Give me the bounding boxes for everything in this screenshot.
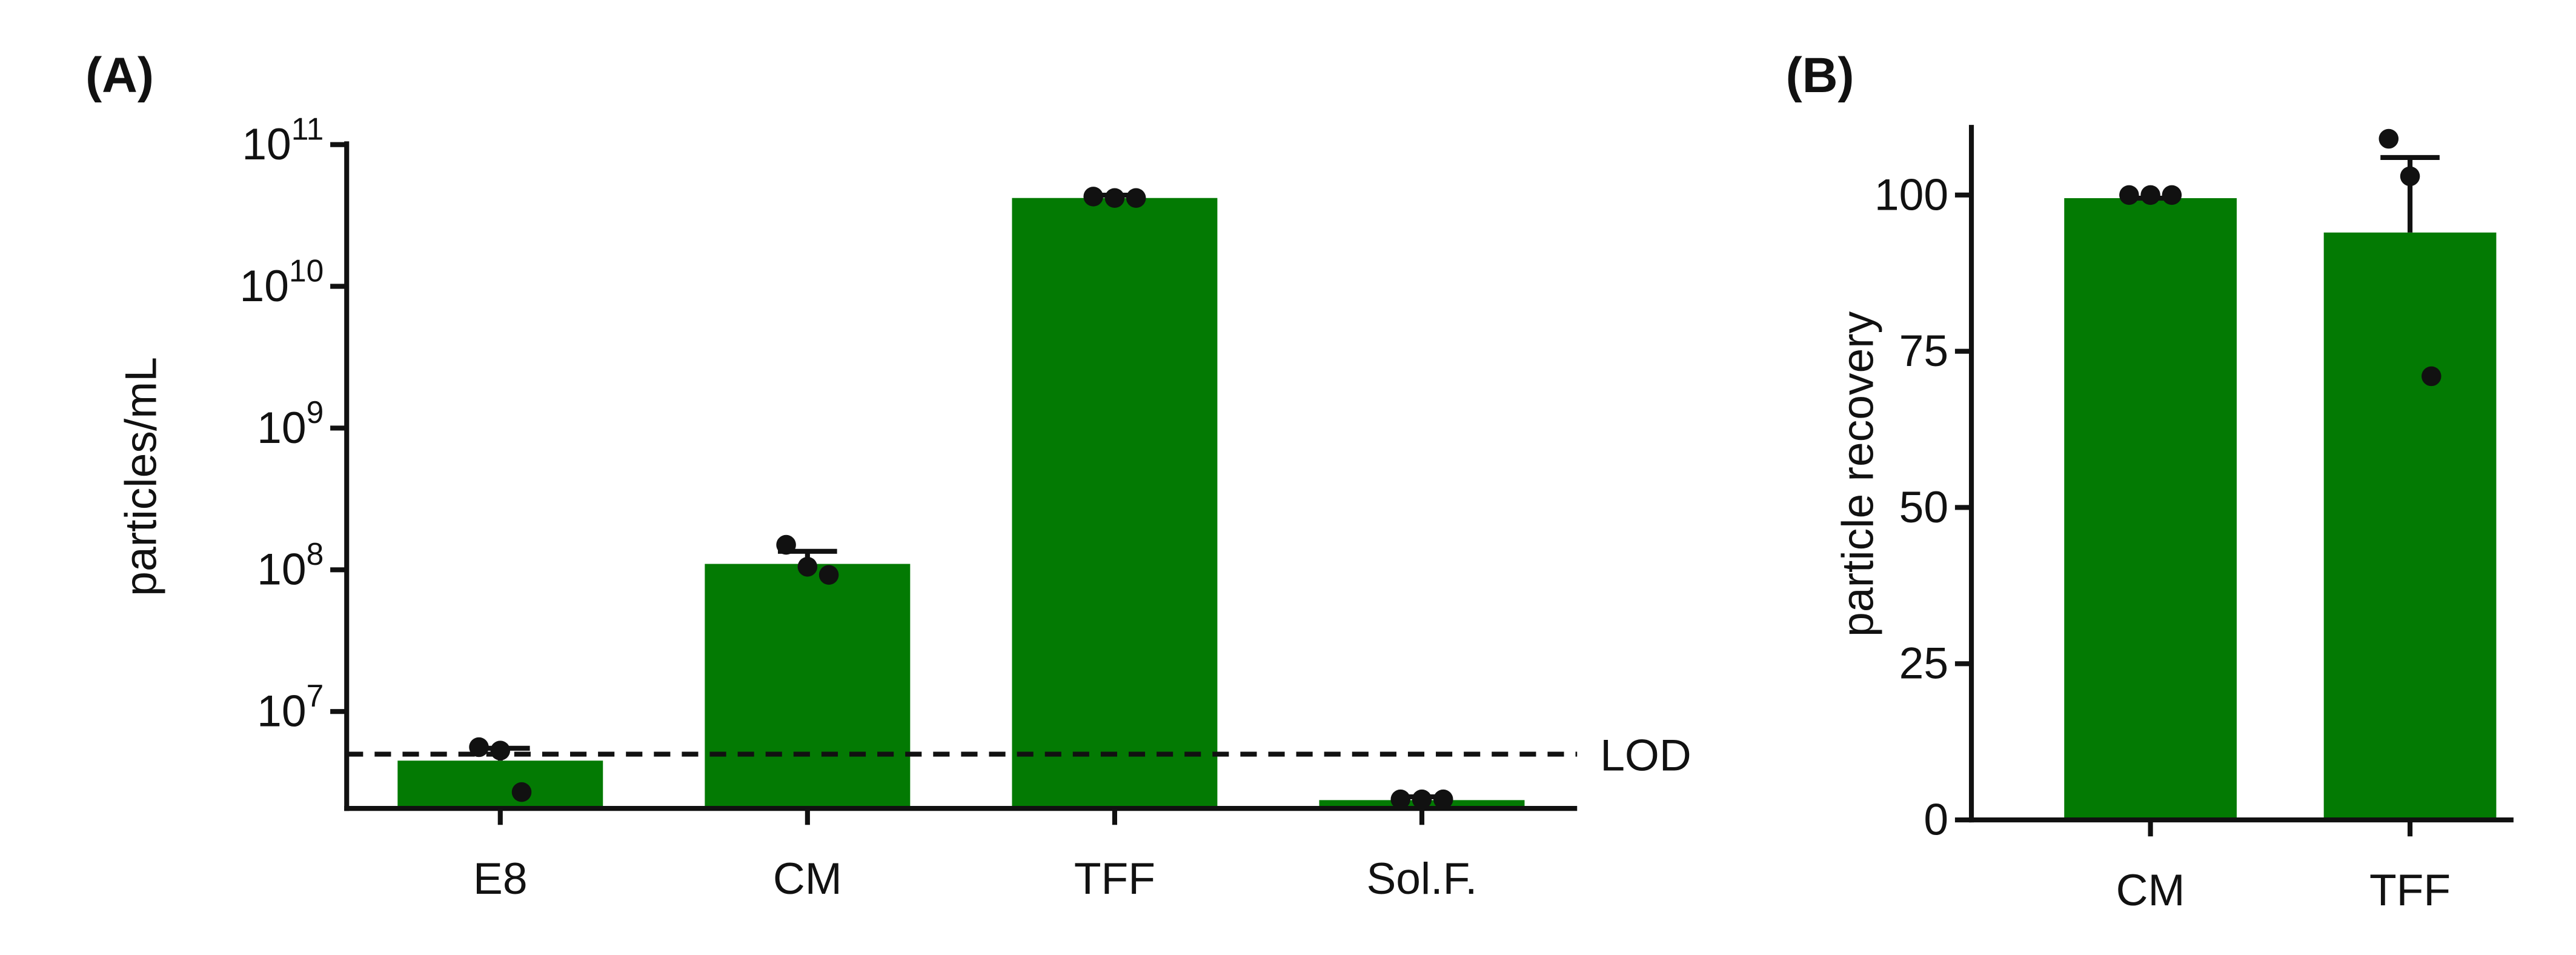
- bar: [1012, 198, 1218, 809]
- y-tick-label: 109: [257, 394, 324, 453]
- y-tick-base: 10: [240, 261, 289, 311]
- x-tick-label: Sol.F.: [1366, 854, 1477, 903]
- data-point: [2119, 185, 2139, 205]
- y-tick-exponent: 11: [291, 111, 324, 146]
- y-tick-exponent: 9: [307, 394, 324, 430]
- y-tick-exponent: 7: [307, 678, 324, 713]
- data-point: [1104, 188, 1125, 208]
- x-tick-label: E8: [473, 854, 528, 903]
- x-tick-label: CM: [2116, 865, 2185, 915]
- x-tick-label: CM: [773, 854, 842, 903]
- y-tick-label: 100: [1874, 170, 1948, 219]
- data-point: [2162, 185, 2182, 205]
- x-tick-label: TFF: [1074, 854, 1155, 903]
- y-axis-label: particles/mL: [116, 357, 166, 596]
- data-point: [797, 557, 818, 577]
- data-point: [1126, 188, 1146, 208]
- y-tick-label: 25: [1899, 639, 1948, 688]
- data-point: [1083, 187, 1103, 207]
- bar: [2323, 232, 2497, 820]
- data-point: [1412, 789, 1432, 810]
- y-tick-label: 1010: [240, 253, 324, 311]
- data-point: [2422, 366, 2442, 387]
- y-axis-label: particle recovery: [1833, 311, 1882, 636]
- panel-label: (A): [85, 48, 154, 103]
- y-tick-label: 50: [1899, 482, 1948, 532]
- panel-label: (B): [1786, 48, 1854, 103]
- bar: [705, 564, 911, 809]
- data-point: [2140, 185, 2160, 205]
- y-tick-label: 108: [257, 536, 324, 594]
- y-tick-base: 10: [257, 687, 306, 736]
- x-tick-label: TFF: [2369, 865, 2451, 915]
- data-point: [2378, 128, 2399, 149]
- lod-label: LOD: [1600, 731, 1691, 780]
- y-tick-exponent: 8: [307, 536, 324, 571]
- y-tick-exponent: 10: [289, 253, 324, 288]
- data-point: [2400, 166, 2420, 187]
- data-point: [1390, 789, 1411, 810]
- y-tick-base: 10: [257, 403, 306, 453]
- y-tick-label: 75: [1899, 326, 1948, 376]
- data-point: [490, 740, 511, 760]
- bar: [2064, 198, 2237, 820]
- y-tick-base: 10: [257, 545, 306, 594]
- y-tick-label: 107: [257, 678, 324, 736]
- data-point: [776, 534, 796, 555]
- data-point: [1433, 789, 1453, 810]
- data-point: [818, 565, 839, 585]
- y-tick-base: 10: [242, 119, 291, 169]
- y-tick-label: 1011: [242, 111, 324, 169]
- y-tick-label: 0: [1924, 795, 1948, 845]
- bar: [397, 760, 603, 809]
- data-point: [511, 782, 532, 802]
